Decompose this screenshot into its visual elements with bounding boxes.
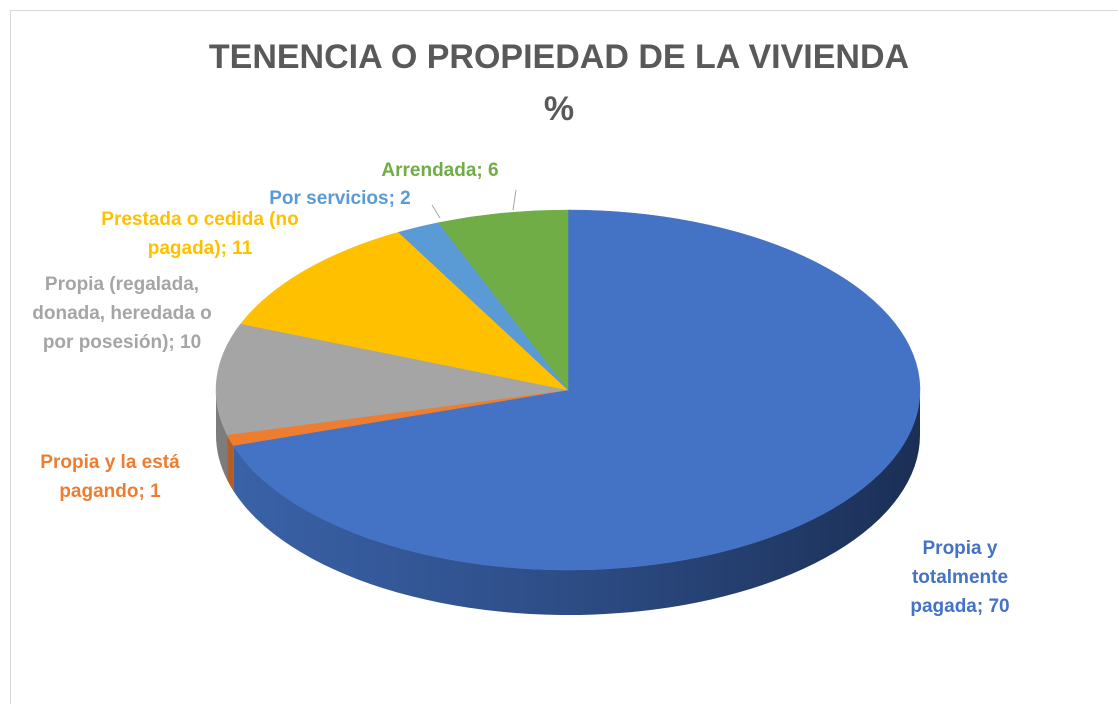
data-label: Arrendada; 6: [381, 160, 499, 181]
chart-subtitle: %: [543, 90, 575, 128]
data-label: Prestada o cedida (no pagada); 11: [101, 209, 299, 259]
chart-title: TENENCIA O PROPIEDAD DE LA VIVIENDA: [208, 38, 910, 76]
pie-slice: [232, 209, 921, 571]
chart-border: [10, 10, 1118, 704]
pie-slice: [437, 209, 569, 391]
pie-side: [233, 390, 921, 616]
data-label: Por servicios; 2: [269, 188, 411, 209]
pie-side: [216, 390, 228, 480]
leader-line: [512, 189, 517, 211]
data-label: Propia y la está pagando; 1: [40, 452, 180, 502]
data-label: Propia (regalada, donada, heredada o por…: [32, 274, 212, 353]
pie-slice: [215, 323, 569, 436]
pie-side: [227, 434, 234, 491]
data-label: Propia y totalmente pagada; 70: [910, 538, 1010, 617]
leader-line: [431, 204, 441, 219]
pie-slice: [240, 231, 569, 391]
